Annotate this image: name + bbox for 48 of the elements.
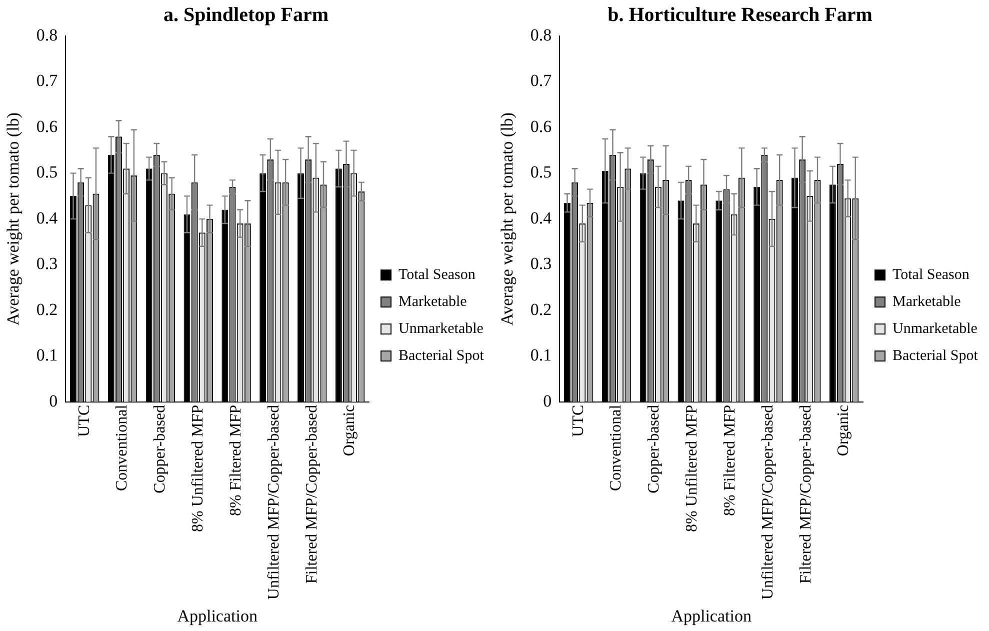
x-axis-title: Application xyxy=(671,606,752,626)
y-tick-label: 0.6 xyxy=(36,116,58,136)
x-tick-label: 8% Filtered MFP xyxy=(227,404,244,516)
x-tick-label: Conventional xyxy=(114,404,131,492)
legend-label: Unmarketable xyxy=(398,320,484,337)
x-tick-label: Organic xyxy=(835,404,852,456)
x-tick-label: Filtered MFP/Copper-based xyxy=(303,404,320,584)
legend-label: Marketable xyxy=(892,294,989,310)
legend-label: Total Season xyxy=(398,266,476,283)
x-tick-label: UTC xyxy=(570,404,587,437)
y-tick-label: 0 xyxy=(49,391,58,410)
x-tick-label: Unfiltered MFP/Copper-based xyxy=(759,404,776,600)
y-tick-label: 0.8 xyxy=(530,25,552,44)
x-tick-label: 8% Unfiltered MFP xyxy=(684,404,701,532)
chart-title: a. Spindletop Farm xyxy=(163,4,329,26)
y-tick-label: 0.2 xyxy=(36,300,58,319)
y-tick-label: 0.7 xyxy=(36,71,58,90)
y-tick-label: 0.7 xyxy=(530,71,552,90)
x-tick-label: Unfiltered MFP/Copper-based xyxy=(265,404,282,600)
legend-label: Unmarketable xyxy=(892,320,989,337)
y-tick-label: 0.8 xyxy=(36,25,58,44)
y-axis-title: Average weight per tomato (lb) xyxy=(4,112,23,326)
y-tick-label: 0.3 xyxy=(530,254,552,274)
x-tick-label: 8% Filtered MFP xyxy=(721,404,738,516)
y-tick-label: 0.5 xyxy=(530,162,552,182)
legend-label: Bacterial Spot xyxy=(398,348,514,364)
y-tick-label: 0 xyxy=(543,391,552,410)
x-axis-title: Application xyxy=(177,606,258,626)
legend-label: Total Season xyxy=(892,266,989,283)
legend-label: Marketable xyxy=(398,294,497,310)
y-tick-label: 0.3 xyxy=(36,254,58,274)
x-tick-label: Filtered MFP/Copper-based xyxy=(797,404,814,584)
y-tick-label: 0.1 xyxy=(36,346,58,365)
x-tick-label: 8% Unfiltered MFP xyxy=(190,404,207,532)
y-tick-label: 0.5 xyxy=(36,162,58,182)
y-tick-label: 0.6 xyxy=(530,116,552,136)
x-tick-label: Copper-based xyxy=(646,404,663,494)
x-tick-label: Conventional xyxy=(608,404,625,492)
y-tick-label: 0.4 xyxy=(530,208,552,228)
y-tick-label: 0.1 xyxy=(530,346,552,365)
x-tick-label: Copper-based xyxy=(152,404,169,494)
y-tick-label: 0.4 xyxy=(36,208,58,228)
x-tick-label: UTC xyxy=(76,404,93,437)
y-tick-label: 0.2 xyxy=(530,300,552,319)
y-axis-title: Average weight per tomato (lb) xyxy=(498,112,517,326)
x-tick-label: Organic xyxy=(341,404,358,456)
legend-label: Bacterial Spot xyxy=(892,348,989,364)
chart-title: b. Horticulture Research Farm xyxy=(608,4,873,26)
